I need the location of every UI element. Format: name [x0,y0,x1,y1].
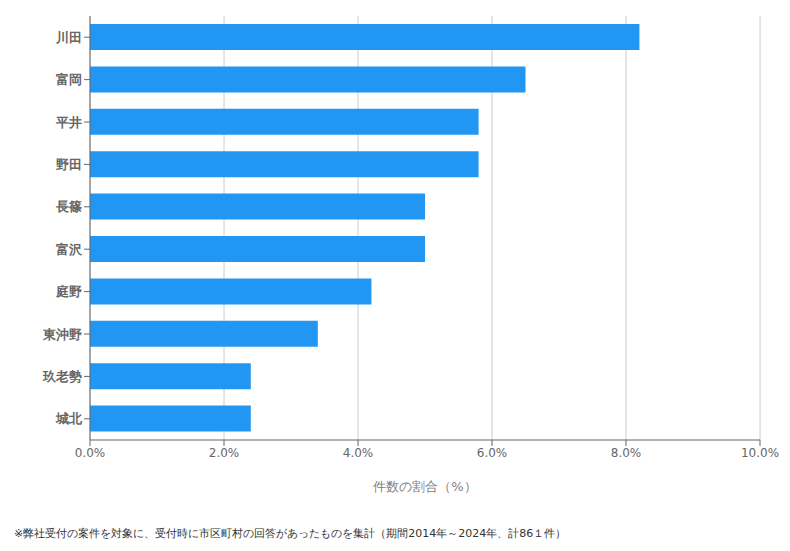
svg-text:東沖野: 東沖野 [42,327,82,342]
svg-text:城北: 城北 [55,411,83,426]
svg-text:4.0%: 4.0% [343,446,374,460]
svg-text:富岡: 富岡 [56,72,82,87]
svg-text:2.0%: 2.0% [209,446,240,460]
svg-text:長篠: 長篠 [55,199,82,214]
svg-text:庭野: 庭野 [55,284,82,299]
svg-text:玖老勢: 玖老勢 [42,369,82,384]
svg-text:8.0%: 8.0% [611,446,642,460]
svg-text:川田: 川田 [55,30,82,45]
svg-text:件数の割合（%）: 件数の割合（%） [373,479,476,494]
svg-text:6.0%: 6.0% [477,446,508,460]
svg-text:野田: 野田 [56,157,82,172]
html-text:※弊社受付の案件を対象に、受付時に市区町村の回答があったもの: ※弊社受付の案件を対象に、受付時に市区町村の回答があったものを集計（期間2014… [14,527,567,540]
svg-text:0.0%: 0.0% [75,446,106,460]
svg-text:平井: 平井 [55,115,82,130]
svg-text:10.0%: 10.0% [741,446,779,460]
svg-text:富沢: 富沢 [56,242,83,257]
